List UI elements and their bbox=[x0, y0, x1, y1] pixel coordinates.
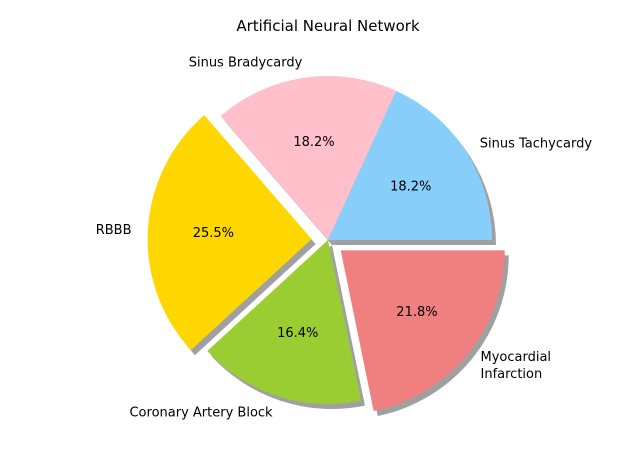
pie-category-label-line: Coronary Artery Block bbox=[129, 406, 273, 421]
pie-category-label-rbbb: RBBB bbox=[96, 223, 132, 238]
pie-category-label-line: Sinus Bradycardy bbox=[189, 55, 303, 70]
pie-slice-sinus-bradycardy bbox=[220, 75, 397, 240]
pie-percent-label-sinus-bradycardy: 18.2% bbox=[293, 135, 334, 150]
pie-slice-coronary-artery-block bbox=[207, 240, 361, 404]
pie-category-label-line: Myocardial bbox=[481, 350, 552, 365]
pie-category-label-line: RBBB bbox=[96, 223, 132, 238]
pie-category-label-line: Sinus Tachycardy bbox=[480, 136, 593, 151]
pie-percent-label-rbbb: 25.5% bbox=[193, 226, 234, 241]
pie-slice-rbbb bbox=[147, 115, 312, 351]
pie-percent-label-coronary-artery-block: 16.4% bbox=[277, 326, 318, 341]
slices bbox=[147, 75, 505, 412]
pie-category-label-sinus-tachycardy: Sinus Tachycardy bbox=[480, 136, 593, 151]
pie-category-label-sinus-bradycardy: Sinus Bradycardy bbox=[189, 55, 303, 70]
pie-category-label-line: Infarction bbox=[481, 367, 543, 382]
pie-slice-myocardial-infarction bbox=[340, 250, 505, 412]
chart-title: Artificial Neural Network bbox=[236, 17, 420, 35]
pie-percent-label-myocardial-infarction: 21.8% bbox=[396, 305, 437, 320]
pie-percent-label-sinus-tachycardy: 18.2% bbox=[390, 179, 431, 194]
pie-category-label-coronary-artery-block: Coronary Artery Block bbox=[129, 406, 273, 421]
pie-slice-sinus-tachycardy bbox=[328, 90, 492, 240]
pie-category-label-myocardial-infarction: Myocardial Infarction bbox=[481, 350, 552, 382]
slice-labels: 18.2% Sinus Tachycardy 18.2% Sinus Bradycar… bbox=[96, 55, 593, 420]
